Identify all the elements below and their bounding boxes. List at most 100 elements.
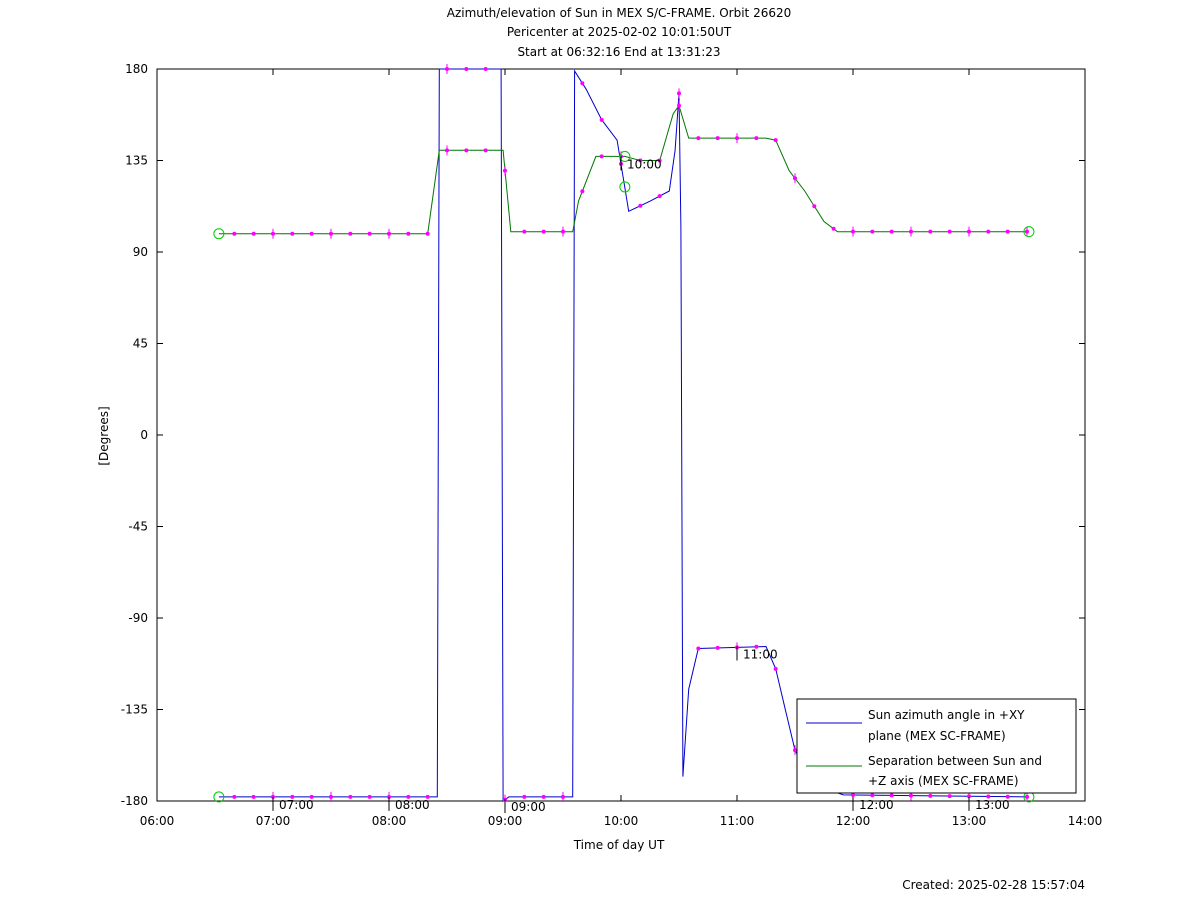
sample-marker bbox=[986, 794, 991, 799]
sample-marker bbox=[715, 136, 720, 141]
x-tick-label: 06:00 bbox=[140, 814, 175, 828]
y-tick-label: 180 bbox=[125, 62, 148, 76]
sample-marker bbox=[773, 138, 778, 143]
legend-box bbox=[796, 698, 1077, 794]
sample-marker bbox=[232, 794, 237, 799]
y-tick-label: 45 bbox=[133, 337, 148, 351]
plot-frame bbox=[156, 68, 1086, 802]
sample-marker bbox=[812, 204, 817, 209]
sample-marker bbox=[464, 148, 469, 153]
sample-marker bbox=[754, 136, 759, 141]
chart-title-line-2: Pericenter at 2025-02-02 10:01:50UT bbox=[507, 25, 732, 39]
legend-label-separation-line-2: +Z axis (MEX SC-FRAME) bbox=[868, 774, 1019, 788]
sample-marker bbox=[889, 793, 894, 798]
sample-marker bbox=[580, 81, 585, 86]
sample-marker bbox=[522, 229, 527, 234]
sample-marker bbox=[754, 644, 759, 649]
sample-marker bbox=[367, 231, 372, 236]
sample-marker bbox=[522, 794, 527, 799]
sample-marker bbox=[290, 794, 295, 799]
sample-marker bbox=[928, 793, 933, 798]
legend-label-azimuth-line-1: Sun azimuth angle in +XY bbox=[868, 708, 1025, 722]
sample-marker bbox=[464, 67, 469, 71]
sample-marker bbox=[406, 231, 411, 236]
sample-marker bbox=[1005, 229, 1010, 234]
y-tick-label: 90 bbox=[133, 245, 148, 259]
sample-marker bbox=[696, 136, 701, 141]
sample-marker bbox=[599, 154, 604, 159]
x-tick-label: 12:00 bbox=[836, 814, 871, 828]
sample-marker bbox=[638, 158, 643, 163]
chart-title-line-3: Start at 06:32:16 End at 13:31:23 bbox=[517, 45, 720, 59]
sample-marker bbox=[580, 189, 585, 194]
time-label: 09:00 bbox=[511, 800, 546, 814]
sample-marker bbox=[309, 231, 314, 236]
y-tick-label: -45 bbox=[128, 520, 148, 534]
y-tick-label: -90 bbox=[128, 611, 148, 625]
series-markers bbox=[213, 64, 1035, 805]
y-axis-label: [Degrees] bbox=[97, 406, 111, 465]
y-tick-label: 135 bbox=[125, 154, 148, 168]
legend-label-separation-line-1: Separation between Sun and bbox=[868, 754, 1042, 768]
x-tick-label: 09:00 bbox=[488, 814, 523, 828]
sample-marker bbox=[232, 231, 237, 236]
pericenter-circle bbox=[619, 181, 631, 193]
y-tick-label: -180 bbox=[121, 794, 148, 808]
sample-marker bbox=[406, 794, 411, 799]
sample-marker bbox=[947, 229, 952, 234]
sample-marker bbox=[251, 794, 256, 799]
endpoint-circle bbox=[213, 791, 225, 803]
y-tick-labels: 180 135 90 45 0 -45 -90 -135 -180 bbox=[121, 62, 148, 808]
sample-marker bbox=[483, 148, 488, 153]
x-tick-label: 13:00 bbox=[952, 814, 987, 828]
sample-marker bbox=[290, 231, 295, 236]
time-label: 10:00 bbox=[627, 157, 662, 171]
axis-ticks bbox=[156, 68, 1086, 802]
sample-marker bbox=[638, 203, 643, 208]
chart-title-line-1: Azimuth/elevation of Sun in MEX S/C-FRAM… bbox=[447, 6, 792, 20]
x-tick-label: 10:00 bbox=[604, 814, 639, 828]
sample-marker bbox=[483, 67, 488, 71]
sample-marker bbox=[425, 794, 430, 799]
time-label: 13:00 bbox=[975, 798, 1010, 812]
sample-marker bbox=[773, 666, 778, 671]
sample-marker bbox=[425, 231, 430, 236]
y-tick-label: 0 bbox=[140, 428, 148, 442]
sample-marker bbox=[715, 645, 720, 650]
sample-marker bbox=[870, 793, 875, 798]
time-label: 11:00 bbox=[743, 647, 778, 661]
sample-marker bbox=[348, 794, 353, 799]
x-tick-label: 07:00 bbox=[256, 814, 291, 828]
sample-marker bbox=[657, 194, 662, 199]
x-tick-label: 14:00 bbox=[1068, 814, 1103, 828]
sample-marker bbox=[831, 226, 836, 231]
x-tick-labels: 06:00 07:00 08:00 09:00 10:00 11:00 12:00 13:00… bbox=[140, 814, 1103, 828]
sample-marker bbox=[367, 794, 372, 799]
sample-marker bbox=[889, 229, 894, 234]
sample-marker bbox=[696, 646, 701, 651]
sample-marker bbox=[947, 794, 952, 799]
time-label: 12:00 bbox=[859, 798, 894, 812]
legend: Sun azimuth angle in +XY plane (MEX SC-F… bbox=[796, 698, 1077, 794]
sample-marker bbox=[348, 231, 353, 236]
x-tick-label: 11:00 bbox=[720, 814, 755, 828]
azimuth-series-line bbox=[218, 68, 1029, 802]
y-tick-label: -135 bbox=[121, 703, 148, 717]
sample-marker bbox=[986, 229, 991, 234]
sample-marker bbox=[928, 229, 933, 234]
endpoint-circle bbox=[213, 228, 225, 240]
sample-marker bbox=[251, 231, 256, 236]
created-footer: Created: 2025-02-28 15:57:04 bbox=[902, 878, 1085, 892]
x-axis-label: Time of day UT bbox=[573, 838, 665, 852]
sample-marker bbox=[541, 794, 546, 799]
endpoint-circle bbox=[1023, 226, 1035, 238]
time-label: 08:00 bbox=[395, 798, 430, 812]
sample-marker bbox=[309, 794, 314, 799]
sample-marker bbox=[657, 158, 662, 163]
x-tick-label: 08:00 bbox=[372, 814, 407, 828]
time-labels: 07:00 08:00 09:00 10:00 11:00 12:00 13:00 bbox=[272, 156, 1010, 814]
legend-label-azimuth-line-2: plane (MEX SC-FRAME) bbox=[868, 729, 1006, 743]
sample-marker bbox=[1005, 794, 1010, 799]
pericenter-circle bbox=[619, 150, 631, 162]
